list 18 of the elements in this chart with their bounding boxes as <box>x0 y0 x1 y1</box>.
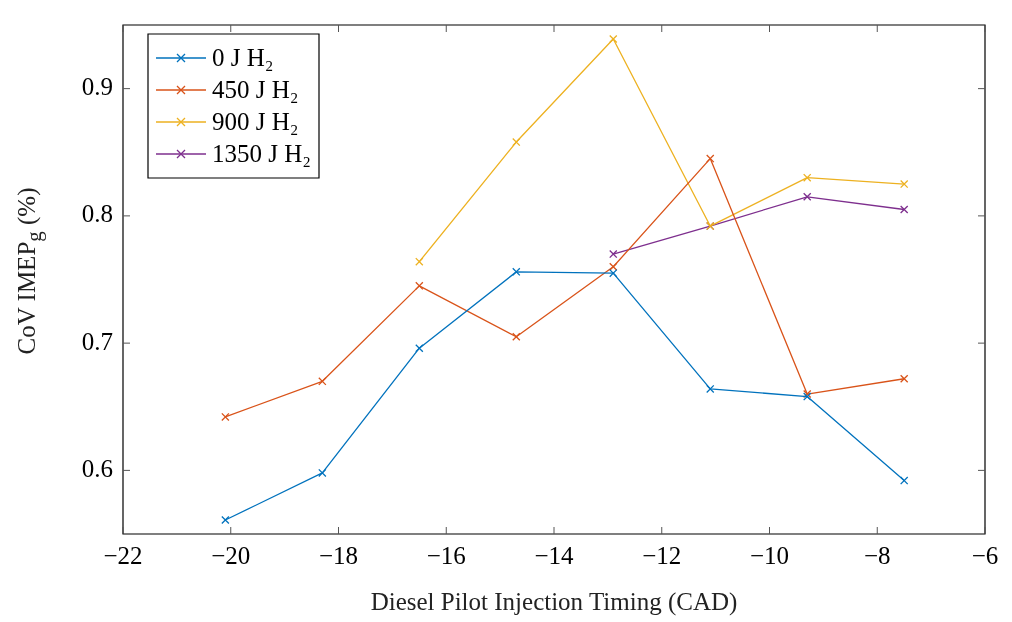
x-tick-label: −18 <box>318 541 359 569</box>
y-tick-label: 0.6 <box>81 454 113 482</box>
legend-label: 1350 J H₂ <box>212 139 311 167</box>
x-tick-label: −12 <box>642 541 682 569</box>
x-tick-label: −6 <box>971 541 999 569</box>
y-tick-label: 0.9 <box>81 73 113 101</box>
legend-label: 450 J H₂ <box>212 75 299 103</box>
y-tick-label: 0.7 <box>81 327 113 355</box>
x-axis-title: Diesel Pilot Injection Timing (CAD) <box>370 587 738 616</box>
legend-label: 900 J H₂ <box>212 107 299 135</box>
x-tick-label: −20 <box>211 541 251 569</box>
legend-label: 0 J H₂ <box>212 43 274 71</box>
x-tick-label: −22 <box>103 541 143 569</box>
x-tick-label: −14 <box>534 541 575 569</box>
y-tick-label: 0.8 <box>81 200 113 228</box>
x-tick-label: −8 <box>863 541 891 569</box>
x-tick-label: −16 <box>426 541 466 569</box>
x-tick-label: −10 <box>749 541 790 569</box>
